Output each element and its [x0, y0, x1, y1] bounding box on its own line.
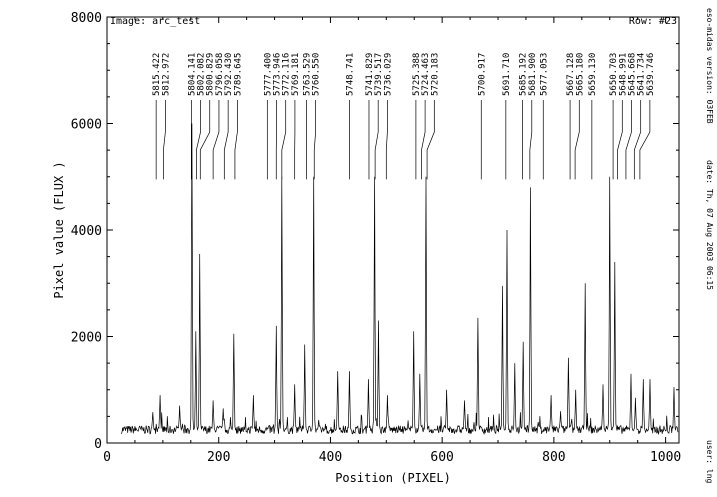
y-tick-label: 4000 [71, 224, 102, 239]
line-id-label: 5812.972 [161, 53, 171, 96]
y-tick-label: 6000 [71, 118, 102, 133]
x-axis-label: Position (PIXEL) [335, 471, 451, 485]
spectrum-line [121, 123, 679, 436]
line-id-label: 5736.029 [383, 53, 393, 96]
line-id-tick [574, 100, 580, 180]
line-id-label: 5804.141 [187, 53, 197, 96]
line-id-tick [426, 100, 435, 180]
user-label: user: lng [705, 440, 714, 484]
line-id-label: 5681.900 [528, 53, 538, 96]
line-id-label: 5645.668 [627, 53, 637, 96]
line-id-label: 5769.181 [291, 53, 301, 96]
line-id-tick [199, 100, 211, 180]
line-id-label: 5665.180 [575, 53, 585, 96]
image-label: Image: arc_test [110, 16, 200, 27]
line-id-label: 5677.053 [539, 53, 549, 96]
axis-ticks: 0 200 400 600 800 1000 0 2000 4000 6000 8000 [71, 11, 682, 465]
line-id-tick [625, 100, 632, 180]
line-id-tick [163, 100, 166, 180]
line-id-label: 5777.400 [263, 53, 273, 96]
y-tick-label: 2000 [71, 331, 102, 346]
line-id-label: 5760.550 [312, 53, 322, 96]
line-id-tick [633, 100, 642, 180]
x-tick-label: 200 [207, 450, 230, 465]
line-id-label: 5739.517 [374, 53, 384, 96]
line-id-tick [196, 100, 201, 180]
line-id-label: 5772.116 [282, 53, 292, 96]
date-label: date: Th, 07 Aug 2003 06:15 [705, 160, 714, 290]
line-id-label: 5773.946 [273, 53, 283, 96]
line-id-label: 5725.388 [412, 53, 422, 96]
y-tick-label: 0 [94, 437, 102, 452]
y-axis-label: Pixel value (FLUX ) [52, 161, 66, 298]
midas-version-label: eso-midas version: 03FEB [705, 8, 714, 124]
line-id-label: 5792.430 [224, 53, 234, 96]
line-id-label: 5639.746 [646, 53, 656, 96]
line-id-label: 5720.183 [430, 53, 440, 96]
line-id-label: 5815.422 [152, 53, 162, 96]
x-tick-label: 800 [542, 450, 565, 465]
x-tick-label: 0 [103, 450, 111, 465]
line-id-tick [639, 100, 651, 180]
line-id-tick [234, 100, 238, 180]
line-id-layer: 5815.422 5812.972 5804.141 5802.082 5800.829… [152, 53, 656, 180]
line-id-label: 5667.128 [566, 53, 576, 96]
line-id-label: 5763.529 [302, 53, 312, 96]
line-id-tick [421, 100, 426, 180]
line-id-label: 5748.741 [345, 53, 355, 96]
line-id-label: 5659.130 [588, 53, 598, 96]
line-id-tick [212, 100, 220, 180]
line-id-label: 5685.192 [519, 53, 529, 96]
spectrum-layer [121, 123, 679, 436]
y-tick-label: 8000 [71, 11, 102, 26]
line-id-tick [617, 100, 623, 180]
line-id-tick [385, 100, 388, 180]
line-id-label: 5650.703 [609, 53, 619, 96]
line-id-tick [281, 100, 287, 180]
line-id-label: 5724.463 [421, 53, 431, 96]
line-id-label: 5741.829 [365, 53, 375, 96]
line-id-label: 5800.829 [206, 53, 216, 96]
line-id-label: 5802.082 [197, 53, 207, 96]
line-id-label: 5700.917 [477, 53, 487, 96]
row-label: Row: #23 [629, 16, 677, 27]
x-tick-label: 600 [430, 450, 453, 465]
line-id-label: 5789.645 [233, 53, 243, 96]
x-tick-label: 1000 [650, 450, 681, 465]
x-tick-label: 400 [319, 450, 342, 465]
line-id-tick [374, 100, 379, 180]
line-id-tick [223, 100, 229, 180]
line-id-label: 5648.991 [618, 53, 628, 96]
line-id-tick [313, 100, 316, 180]
line-id-label: 5641.734 [637, 53, 647, 96]
line-id-label: 5796.058 [215, 53, 225, 96]
line-id-tick [529, 100, 533, 180]
line-id-label: 5691.710 [502, 53, 512, 96]
